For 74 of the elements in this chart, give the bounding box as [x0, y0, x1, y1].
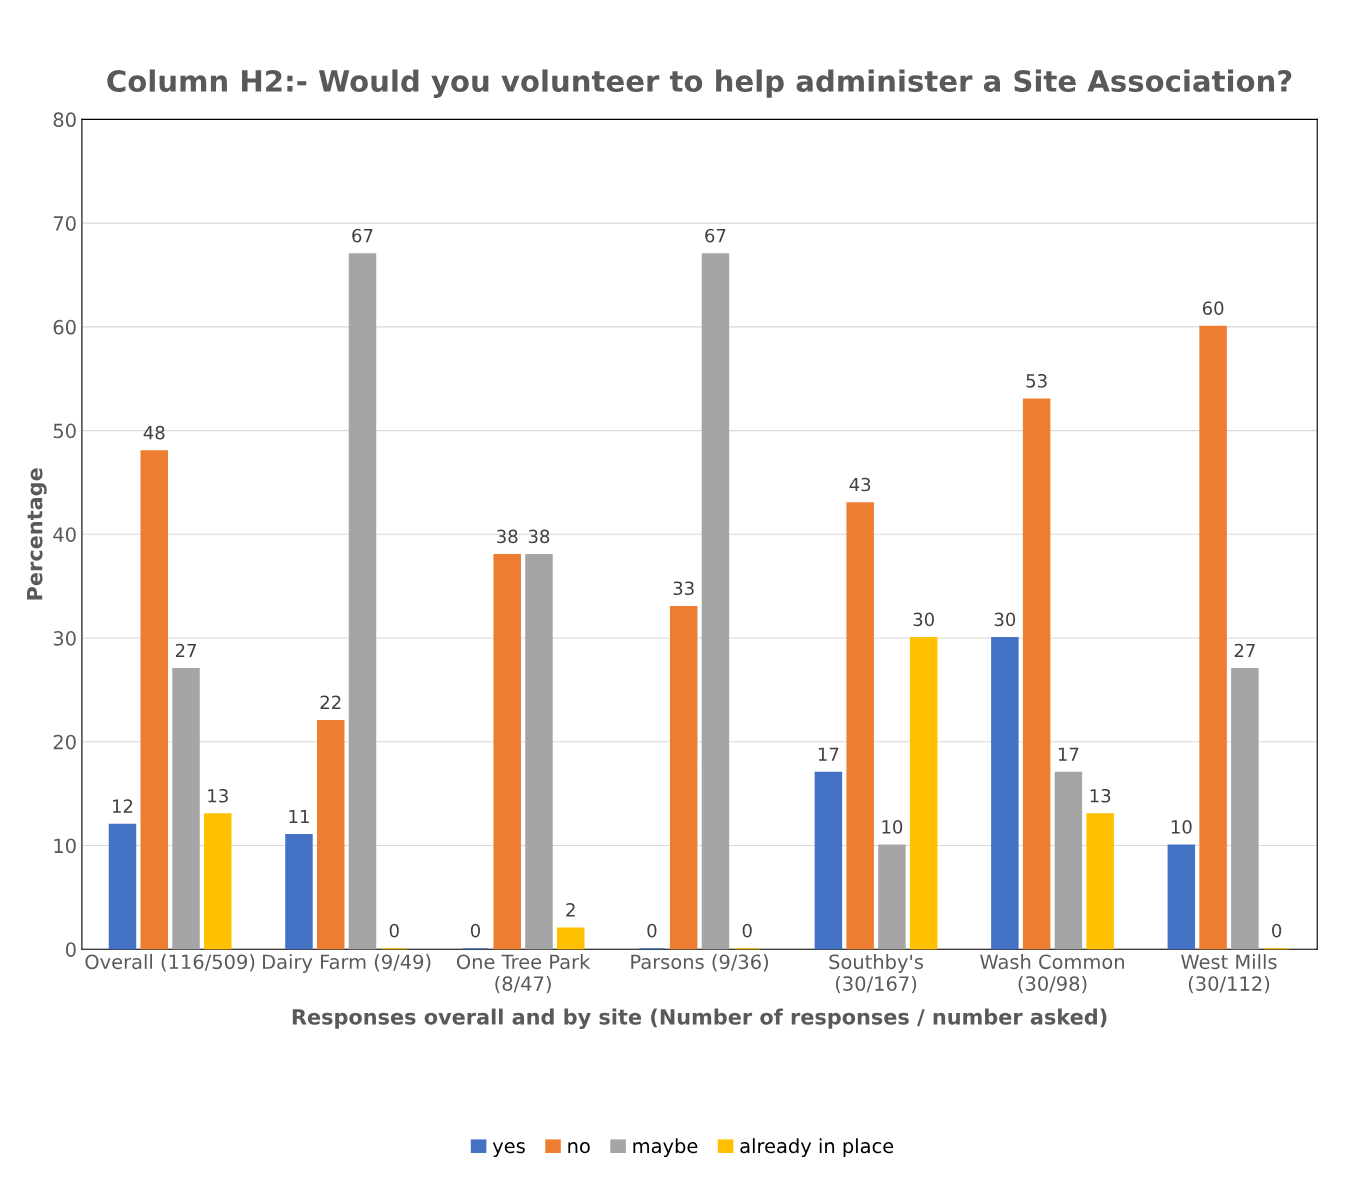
data-label: 13 — [1090, 788, 1111, 803]
bar — [701, 253, 730, 950]
y-tick-label: 30 — [53, 631, 76, 646]
y-tick-label: 0 — [65, 942, 76, 957]
data-label: 43 — [849, 477, 871, 492]
bar — [1022, 398, 1051, 950]
data-label: 67 — [705, 228, 726, 243]
bar — [316, 719, 345, 950]
bar — [108, 823, 137, 950]
data-label: 2 — [566, 903, 575, 917]
chart-title: Column H2:- Would you volunteer to help administer a Site Association? — [107, 69, 1292, 98]
x-tick-label: West Mills (30/112) — [1181, 954, 1277, 994]
data-label: 38 — [528, 529, 550, 544]
data-label: 10 — [1171, 820, 1192, 834]
data-label: 38 — [497, 529, 518, 544]
data-label: 48 — [143, 425, 165, 440]
data-label: 13 — [208, 788, 228, 803]
x-tick-label: Southby's (30/167) — [829, 954, 924, 994]
y-tick-label: 50 — [53, 423, 76, 439]
y-tick-label: 80 — [53, 112, 76, 128]
bar — [669, 605, 698, 950]
bar — [172, 668, 200, 950]
data-label: 0 — [470, 923, 480, 938]
y-tick-label: 40 — [53, 527, 76, 542]
x-tick-label: Wash Common (30/98) — [980, 954, 1124, 994]
data-label: 11 — [289, 809, 309, 824]
bar — [140, 450, 168, 950]
bar — [525, 554, 553, 950]
y-axis-title: Percentage — [27, 468, 47, 600]
data-label: 67 — [352, 228, 373, 243]
bar — [878, 844, 906, 950]
data-label: 27 — [175, 643, 196, 658]
bar — [493, 554, 521, 950]
y-tick-label: 70 — [53, 216, 76, 231]
x-tick-label: Overall (116/509) — [85, 954, 255, 972]
data-label: 22 — [320, 695, 341, 709]
x-tick-label: Parsons (9/36) — [631, 954, 769, 972]
y-tick-label: 10 — [54, 838, 76, 854]
data-label: 33 — [673, 581, 694, 596]
bar — [909, 637, 938, 950]
data-label: 0 — [742, 923, 752, 938]
legend-label: no — [568, 1142, 590, 1154]
data-label: 17 — [818, 747, 839, 761]
bar — [348, 253, 377, 950]
bar — [814, 771, 843, 950]
x-axis-title: Responses overall and by site (Number of responses / number asked) — [292, 1008, 1107, 1029]
legend-label: maybe — [633, 1138, 698, 1158]
bar — [1231, 668, 1259, 950]
bar — [1054, 771, 1083, 950]
bar — [1167, 844, 1196, 950]
y-tick-label: 20 — [53, 734, 76, 750]
bar — [285, 834, 313, 950]
data-label: 53 — [1026, 373, 1047, 388]
bar — [1199, 325, 1227, 950]
data-label: 0 — [389, 923, 399, 938]
bar — [991, 637, 1019, 950]
bar — [556, 927, 585, 950]
legend-label: yes — [492, 1142, 525, 1158]
legend-label: already in place — [740, 1138, 894, 1158]
data-label: 12 — [112, 799, 133, 813]
data-label: 30 — [913, 612, 934, 627]
data-label: 27 — [1234, 643, 1255, 658]
bar — [1086, 813, 1114, 950]
x-tick-label: Dairy Farm (9/49) — [263, 954, 431, 973]
data-label: 17 — [1058, 747, 1079, 761]
data-label: 0 — [647, 923, 657, 938]
bar — [204, 813, 232, 950]
data-label: 0 — [1272, 923, 1282, 938]
x-tick-label: One Tree Park (8/47) — [456, 954, 591, 994]
y-tick-label: 60 — [53, 319, 76, 335]
data-label: 30 — [994, 612, 1016, 627]
bar — [846, 502, 874, 950]
data-label: 10 — [882, 820, 903, 834]
data-label: 60 — [1202, 301, 1224, 316]
